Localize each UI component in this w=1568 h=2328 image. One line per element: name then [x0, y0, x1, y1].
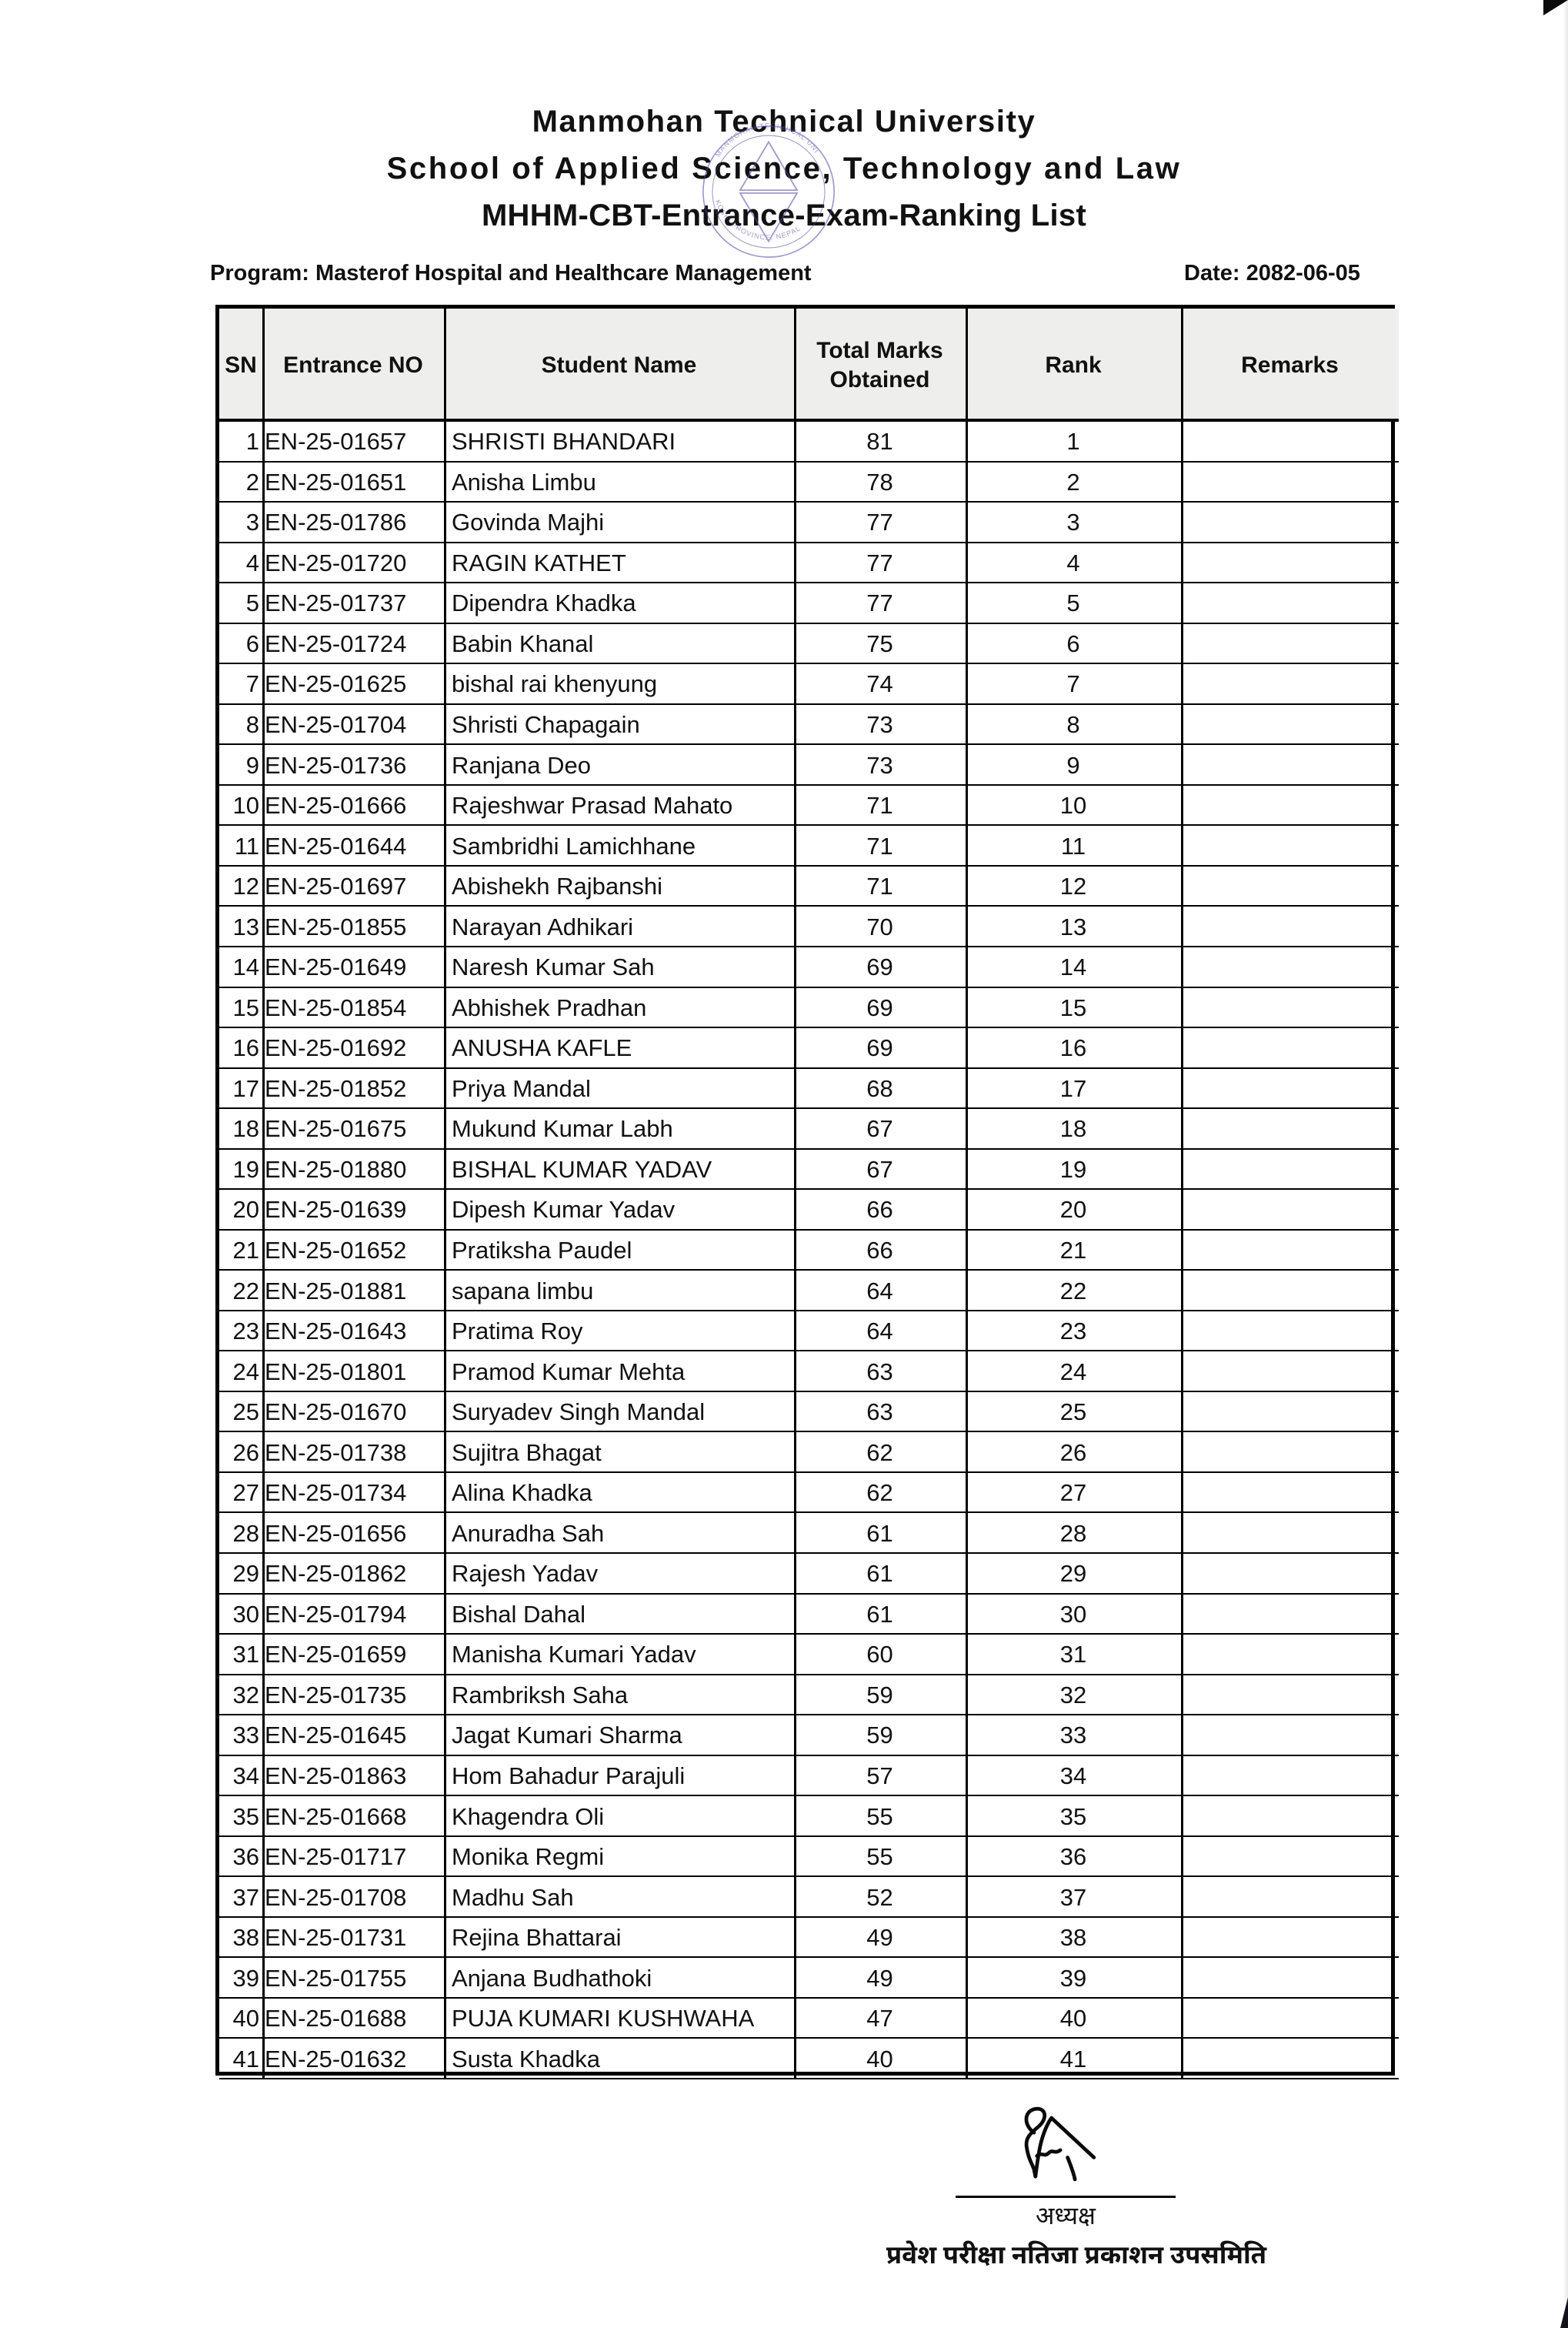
svg-text:KOSHI PROVINCE, NEPAL: KOSHI PROVINCE, NEPAL [714, 199, 802, 241]
svg-text:MANMOHAN TECHNICAL UNI: MANMOHAN TECHNICAL UNI [714, 122, 821, 158]
